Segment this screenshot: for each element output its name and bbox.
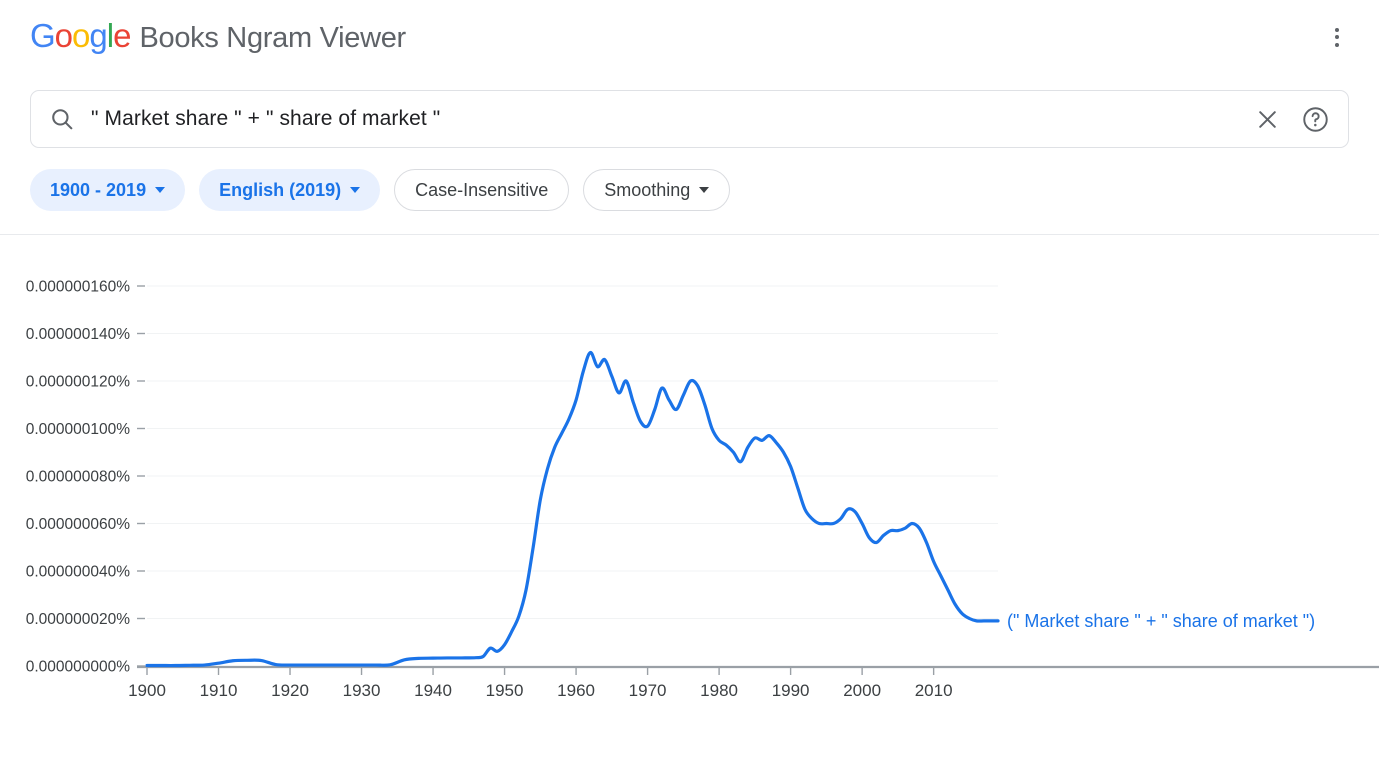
y-axis-label: 0.000000060%: [26, 516, 131, 533]
corpus-chip-label: English (2019): [219, 179, 342, 200]
y-axis-label: 0.000000040%: [26, 564, 131, 581]
app-title: Books Ngram Viewer: [139, 22, 406, 54]
search-input[interactable]: [91, 107, 1248, 131]
dot: [1335, 35, 1339, 39]
y-axis-label: 0.000000140%: [26, 326, 131, 343]
dot: [1335, 42, 1339, 47]
x-axis-label: 1990: [772, 681, 810, 700]
x-axis-label: 1930: [343, 681, 381, 700]
chevron-down-icon: [155, 187, 166, 193]
x-axis-label: 1970: [629, 681, 667, 700]
app-header: Google Books Ngram Viewer: [0, 0, 1379, 72]
search-icon: [49, 106, 75, 132]
smoothing-chip[interactable]: Smoothing: [583, 169, 731, 211]
y-axis-label: 0.000000000%: [26, 659, 131, 676]
x-axis-label: 1980: [700, 681, 738, 700]
search-bar[interactable]: [30, 90, 1349, 148]
corpus-chip[interactable]: English (2019): [199, 169, 381, 211]
x-axis-label: 1960: [557, 681, 595, 700]
y-axis-label: 0.000000160%: [26, 279, 131, 296]
header-divider: [0, 234, 1379, 235]
ngram-chart: 0.000000160% 0.000000140% 0.000000120% 0.00…: [0, 235, 1379, 705]
x-axis-label: 1920: [271, 681, 309, 700]
x-axis-label: 2000: [843, 681, 881, 700]
google-logo: Google: [30, 17, 131, 54]
search-section: [0, 90, 1379, 148]
chart-canvas[interactable]: 0.000000160% 0.000000140% 0.000000120% 0.00…: [0, 235, 1379, 705]
x-axis-label: 1910: [200, 681, 238, 700]
chart-series-line[interactable]: [145, 350, 1000, 668]
date-range-chip[interactable]: 1900 - 2019: [30, 169, 186, 211]
smoothing-chip-label: Smoothing: [604, 179, 691, 200]
app-brand: Google Books Ngram Viewer: [30, 17, 406, 55]
dot: [1335, 27, 1339, 32]
y-axis-label: 0.000000100%: [26, 421, 131, 438]
case-insensitive-chip[interactable]: Case-Insensitive: [394, 169, 570, 211]
x-axis-label: 2010: [915, 681, 953, 700]
x-axis-label: 1940: [414, 681, 452, 700]
filter-chips: 1900 - 2019 English (2019) Case-Insensit…: [0, 168, 1379, 212]
close-icon[interactable]: [1248, 100, 1286, 138]
chart-series-label[interactable]: (" Market share " + " share of market "): [1007, 611, 1315, 631]
date-range-chip-label: 1900 - 2019: [50, 179, 147, 200]
chevron-down-icon: [350, 187, 361, 193]
x-axis-label: 1950: [486, 681, 524, 700]
x-axis-label: 1900: [128, 681, 166, 700]
y-axis-label: 0.000000020%: [26, 611, 131, 628]
y-axis-label: 0.000000080%: [26, 469, 131, 486]
y-axis-label: 0.000000120%: [26, 374, 131, 391]
search-actions: [1248, 100, 1334, 138]
more-vert-icon[interactable]: [1321, 21, 1353, 53]
case-insensitive-chip-label: Case-Insensitive: [415, 179, 549, 200]
help-circle-icon[interactable]: [1296, 100, 1334, 138]
chevron-down-icon: [699, 187, 710, 193]
